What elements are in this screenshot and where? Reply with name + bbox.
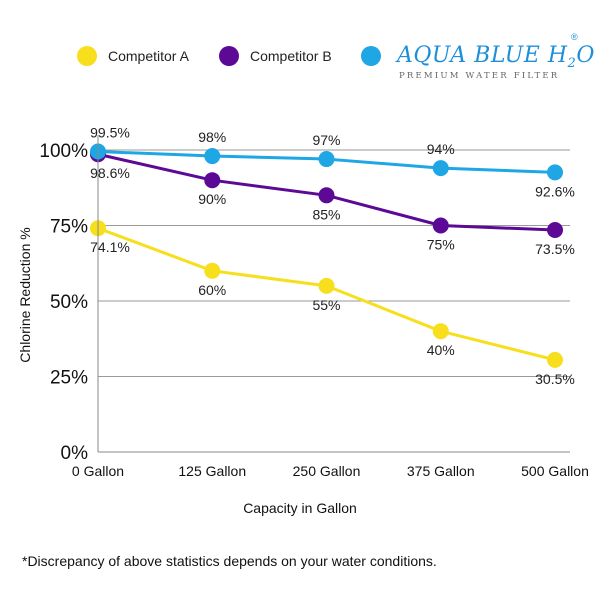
- data-label-competitor-a: 74.1%: [90, 239, 130, 255]
- data-point-competitor-a: [547, 351, 563, 368]
- data-point-competitor-b: [204, 172, 221, 189]
- data-point-competitor-a: [204, 262, 221, 279]
- data-label-competitor-b: 90%: [198, 191, 226, 207]
- data-point-competitor-b: [432, 217, 449, 234]
- y-tick-label: 100%: [39, 141, 88, 162]
- x-tick-label: 250 Gallon: [293, 463, 361, 479]
- data-point-aqua-blue: [318, 151, 335, 168]
- brand-name: AQUA BLUE H2O: [395, 43, 595, 71]
- brand-logo: AQUA BLUE H2O ® PREMIUM WATER FILTER: [395, 32, 595, 81]
- data-label-competitor-a: 60%: [198, 282, 226, 298]
- x-tick-label: 375 Gallon: [407, 463, 475, 479]
- data-label-competitor-b: 75%: [427, 237, 455, 253]
- y-tick-labels: 0% 25% 50% 75% 100%: [39, 141, 88, 464]
- legend-marker-competitor-b: [219, 46, 239, 66]
- data-label-aqua-blue: 92.6%: [535, 183, 575, 199]
- x-tick-label: 500 Gallon: [521, 463, 589, 479]
- legend-marker-aqua-blue: [361, 46, 381, 66]
- data-label-aqua-blue: 98%: [198, 129, 226, 145]
- data-label-aqua-blue: 99.5%: [90, 125, 130, 141]
- data-label-competitor-b: 85%: [312, 206, 340, 222]
- data-label-aqua-blue: 94%: [427, 141, 455, 157]
- data-point-aqua-blue: [432, 160, 449, 177]
- y-tick-label: 25%: [50, 368, 88, 389]
- data-label-competitor-a: 55%: [312, 297, 340, 313]
- data-point-competitor-b: [547, 222, 563, 239]
- data-labels: 74.1% 60% 55% 40% 30.5% 98.6% 90% 85% 75% 73.5% 99…: [90, 125, 575, 387]
- data-point-competitor-a: [432, 323, 449, 340]
- data-label-aqua-blue: 97%: [312, 132, 340, 148]
- x-tick-label: 125 Gallon: [178, 463, 246, 479]
- y-axis-title: Chlorine Reduction %: [17, 227, 33, 362]
- y-tick-label: 75%: [50, 217, 88, 238]
- legend-marker-competitor-a: [77, 46, 97, 66]
- series-line-competitor-a: [97, 226, 556, 362]
- legend: Competitor A Competitor B AQUA BLUE H2O …: [77, 32, 595, 81]
- registered-mark: ®: [571, 32, 578, 42]
- x-tick-labels: 0 Gallon 125 Gallon 250 Gallon 375 Gallon 50…: [72, 463, 589, 479]
- y-tick-label: 50%: [50, 292, 88, 313]
- data-label-competitor-a: 40%: [427, 342, 455, 358]
- x-axis-title: Capacity in Gallon: [243, 500, 357, 516]
- legend-label-competitor-a: Competitor A: [108, 48, 190, 64]
- y-tick-label: 0%: [61, 443, 89, 464]
- x-tick-label: 0 Gallon: [72, 463, 124, 479]
- data-point-competitor-b: [318, 187, 335, 204]
- data-label-competitor-b: 73.5%: [535, 241, 575, 257]
- gridlines: [98, 149, 570, 377]
- data-point-aqua-blue: [204, 148, 221, 165]
- legend-label-competitor-b: Competitor B: [250, 48, 332, 64]
- data-label-competitor-b: 98.6%: [90, 165, 130, 181]
- brand-tagline: PREMIUM WATER FILTER: [399, 71, 559, 81]
- data-point-aqua-blue: [547, 164, 563, 181]
- series-lines: [90, 143, 563, 368]
- data-label-competitor-a: 30.5%: [535, 371, 575, 387]
- footnote: *Discrepancy of above statistics depends…: [22, 553, 437, 569]
- data-point-competitor-a: [318, 277, 335, 294]
